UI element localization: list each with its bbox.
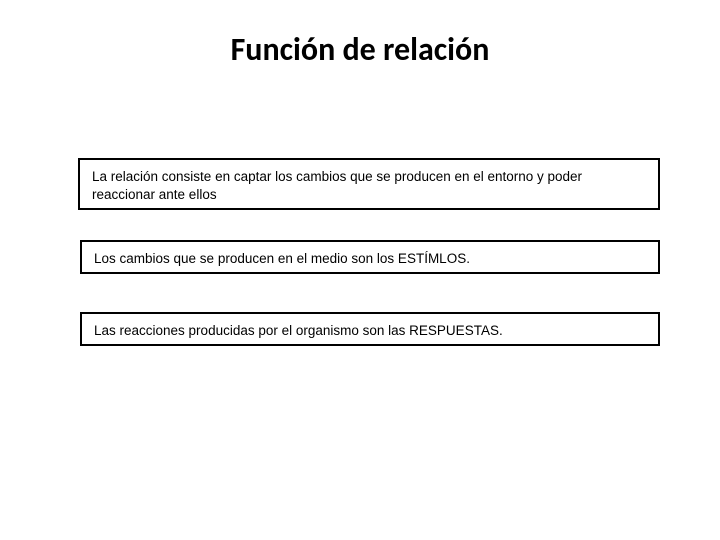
info-box-2: Los cambios que se producen en el medio …	[80, 240, 660, 274]
info-box-3-text: Las reacciones producidas por el organis…	[94, 323, 503, 338]
info-box-3: Las reacciones producidas por el organis…	[80, 312, 660, 346]
page-title: Función de relación	[0, 30, 720, 69]
info-box-1: La relación consiste en captar los cambi…	[78, 158, 660, 210]
info-box-1-text: La relación consiste en captar los cambi…	[92, 169, 582, 202]
info-box-2-text: Los cambios que se producen en el medio …	[94, 251, 470, 266]
